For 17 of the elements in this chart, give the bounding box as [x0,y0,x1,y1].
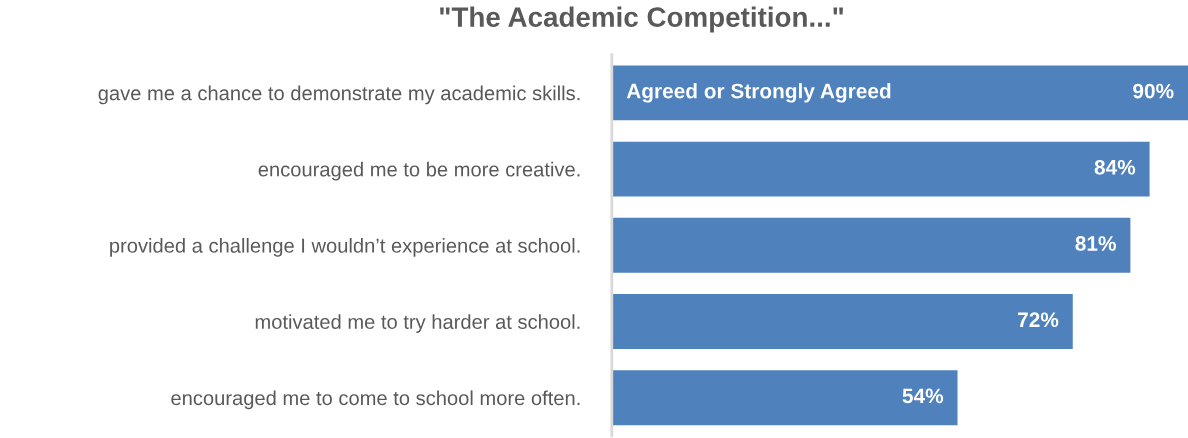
series-label: Agreed or Strongly Agreed [626,83,891,103]
chart-title: "The Academic Competition..." [440,6,843,33]
bar [611,217,1131,273]
y-tick-label: motivated me to try harder at school. [255,314,580,333]
data-label: 84% [1094,159,1136,175]
y-tick-label: provided a challenge I wouldn’t experience at school. [110,237,580,257]
y-tick-label: gave me a chance to demonstrate my academic skills. [98,85,580,105]
y-tick-label: encouraged me to come to school more often. [171,390,580,410]
data-label: 90% [1133,83,1174,99]
y-tick-label: encouraged me to be more creative. [258,161,580,181]
data-label: 72% [1018,312,1059,328]
bar [611,65,1188,121]
bar [611,370,958,426]
data-label: 81% [1075,236,1116,251]
bar [611,141,1150,197]
bar [611,294,1073,349]
data-label: 54% [902,388,944,404]
